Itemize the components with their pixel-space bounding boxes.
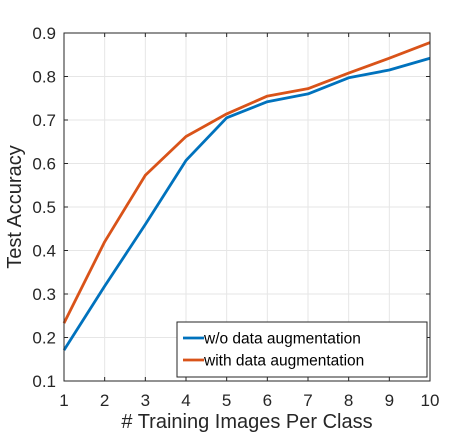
x-tick-label: 4 [181,391,190,410]
y-tick-label: 0.9 [32,24,56,43]
y-tick-label: 0.7 [32,111,56,130]
legend-label: w/o data augmentation [203,331,361,348]
x-tick-label: 10 [421,391,440,410]
tick-marks [63,32,431,382]
x-tick-label: 5 [222,391,231,410]
y-tick-label: 0.5 [32,198,56,217]
series-2 [62,41,431,324]
series-1 [62,56,431,351]
legend-box [176,321,428,378]
series-line [62,41,431,324]
y-tick-label: 0.8 [32,68,56,87]
y-tick-label: 0.6 [32,155,56,174]
series-line [62,56,431,351]
x-tick-label: 9 [385,391,394,410]
x-axis-title: # Training Images Per Class [121,411,372,433]
y-tick-label: 0.3 [32,285,56,304]
legend: w/o data augmentation with data augmentat… [176,321,428,378]
y-tick-labels: 0.1 0.2 0.3 0.4 0.5 0.6 0.7 0.8 0.9 [32,24,56,391]
y-tick-label: 0.2 [32,329,56,348]
x-tick-label: 3 [141,391,150,410]
x-tick-label: 2 [100,391,109,410]
y-axis-title: Test Accuracy [4,145,26,268]
series-lines [62,41,431,351]
x-tick-label: 6 [263,391,272,410]
x-tick-labels: 1 2 3 4 5 6 7 8 9 10 [59,391,439,410]
x-tick-label: 1 [59,391,68,410]
legend-label: with data augmentation [203,353,364,370]
y-tick-label: 0.1 [32,372,56,391]
x-tick-label: 8 [344,391,353,410]
y-tick-label: 0.4 [32,242,56,261]
x-tick-label: 7 [303,391,312,410]
